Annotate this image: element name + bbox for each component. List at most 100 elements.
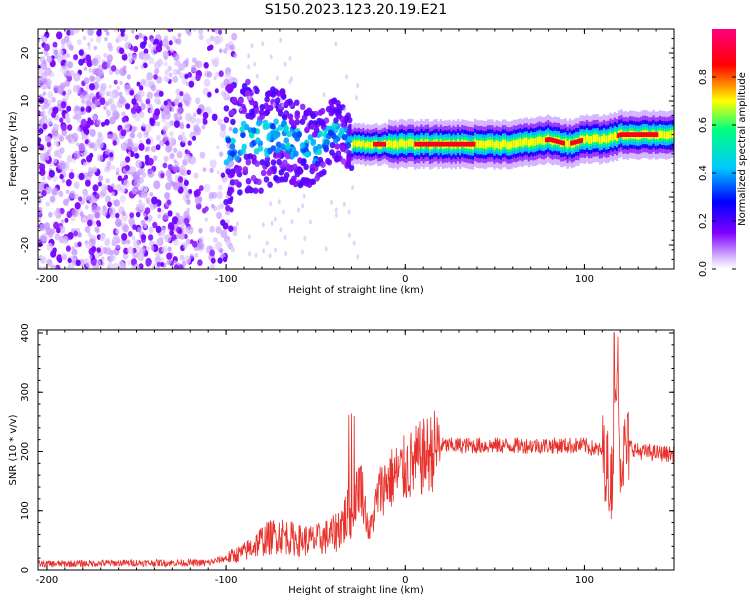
- heatmap-cell: [163, 114, 167, 119]
- heatmap-cell: [43, 43, 50, 52]
- heatmap-cell: [225, 137, 232, 144]
- heatmap-cell: [115, 212, 120, 219]
- heatmap-cell: [69, 70, 75, 77]
- heatmap-cell: [198, 33, 204, 41]
- heatmap-cell: [139, 166, 146, 174]
- heatmap-cell: [580, 138, 583, 143]
- heatmap-cell: [229, 109, 235, 116]
- heatmap-cell: [88, 166, 93, 172]
- heatmap-cell: [166, 199, 171, 206]
- heatmap-cell: [378, 141, 381, 147]
- heatmap-cell: [131, 98, 137, 105]
- heatmap-cell: [66, 155, 73, 163]
- heatmap-cell: [654, 132, 657, 137]
- heatmap-cell: [321, 169, 327, 176]
- y-tick-label: -20: [20, 237, 31, 253]
- heatmap-cell: [220, 172, 226, 178]
- heatmap-cell: [137, 226, 142, 233]
- heatmap-cell: [59, 117, 64, 123]
- heatmap-cell: [153, 155, 158, 161]
- heatmap-cell: [98, 175, 104, 182]
- heatmap-cell: [426, 141, 429, 147]
- heatmap-cell: [333, 117, 339, 124]
- heatmap-cell: [254, 252, 258, 258]
- heatmap-cell: [249, 108, 255, 116]
- heatmap-cell: [192, 57, 197, 64]
- heatmap-cell: [292, 163, 298, 170]
- heatmap-cell: [251, 127, 257, 134]
- heatmap-cell: [156, 261, 161, 267]
- heatmap-cell: [183, 243, 188, 250]
- heatmap-cell: [154, 96, 161, 105]
- heatmap-cell: [59, 82, 66, 90]
- heatmap-cell: [76, 85, 81, 91]
- heatmap-cell: [87, 117, 92, 123]
- heatmap-cell: [316, 148, 323, 156]
- heatmap-cell: [177, 32, 182, 38]
- heatmap-cell: [146, 72, 153, 81]
- heatmap-cell: [168, 72, 173, 78]
- x-tick-label: -100: [215, 274, 238, 285]
- heatmap-cell: [56, 254, 63, 263]
- heatmap-cell: [112, 140, 117, 146]
- heatmap-cell: [229, 150, 236, 158]
- heatmap-cell: [46, 242, 53, 252]
- heatmap-cell: [42, 36, 47, 43]
- heatmap-cell: [101, 183, 108, 192]
- heatmap-cell: [150, 245, 155, 251]
- heatmap-cell: [113, 199, 120, 207]
- heatmap-cell: [120, 31, 125, 37]
- heatmap-cell: [95, 35, 102, 44]
- y-tick-label: 300: [20, 383, 31, 402]
- heatmap-cell: [64, 217, 69, 223]
- heatmap-cell: [84, 204, 89, 210]
- heatmap-cell: [270, 123, 276, 130]
- heatmap-cell: [211, 113, 218, 122]
- heatmap-cell: [504, 139, 507, 148]
- heatmap-cell: [46, 141, 52, 148]
- heatmap-cell: [168, 40, 173, 46]
- heatmap-cell: [38, 128, 44, 135]
- heatmap-cell: [157, 207, 162, 213]
- heatmap-cell: [66, 74, 73, 82]
- heatmap-cell: [527, 139, 531, 147]
- heatmap-cell: [417, 141, 420, 147]
- heatmap-cell: [160, 104, 165, 109]
- heatmap-cell: [195, 118, 202, 125]
- heatmap-cell: [167, 210, 173, 217]
- heatmap-cell: [414, 141, 417, 147]
- heatmap-cell: [229, 171, 235, 178]
- heatmap-cell: [284, 251, 288, 256]
- heatmap-cell: [58, 190, 64, 197]
- heatmap-cell: [222, 256, 228, 263]
- heatmap-cell: [73, 54, 79, 61]
- heatmap-cell: [634, 132, 637, 137]
- heatmap-cell: [75, 259, 81, 267]
- heatmap-cell: [225, 43, 231, 51]
- heatmap-cell: [143, 48, 149, 55]
- heatmap-cell: [341, 134, 348, 141]
- heatmap-cell: [128, 52, 132, 58]
- colorbar-tick-label: 0.8: [698, 69, 709, 85]
- heatmap-cell: [41, 176, 46, 181]
- heatmap-cell: [88, 68, 93, 73]
- heatmap-cell: [300, 249, 304, 255]
- heatmap-cell: [229, 143, 236, 150]
- heatmap-cell: [281, 114, 288, 121]
- heatmap-cell: [179, 91, 184, 97]
- snr-panel: -200 -100 0 100 0 100 200 300 400 Height of str…: [8, 323, 675, 596]
- heatmap-cell: [113, 79, 118, 85]
- heatmap-cell: [149, 192, 154, 197]
- heatmap-cell: [362, 140, 365, 147]
- snr-series-line: [38, 331, 674, 569]
- heatmap-cell: [451, 141, 454, 147]
- heatmap-cell: [223, 116, 230, 124]
- heatmap-cell: [390, 140, 393, 148]
- heatmap-cell: [255, 73, 259, 79]
- heatmap-cell: [497, 141, 500, 149]
- heatmap-cell: [446, 141, 449, 147]
- heatmap-cell: [568, 138, 571, 147]
- heatmap-cell: [219, 203, 225, 210]
- heatmap-cell: [236, 221, 239, 227]
